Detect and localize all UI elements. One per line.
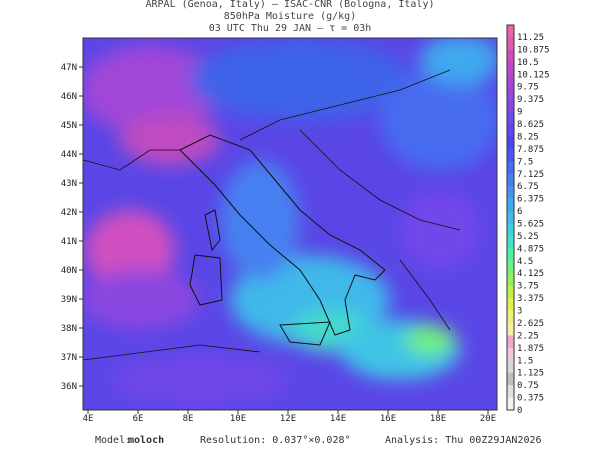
colorbar-label: 6 [517,207,522,217]
lon-label: 18E [430,414,446,424]
lon-label: 14E [330,414,346,424]
colorbar-bin [507,136,514,150]
colorbar-bin [507,148,514,162]
lat-label: 46N [61,92,77,102]
colorbar-label: 3.75 [517,282,539,292]
lat-label: 42N [61,208,77,218]
colorbar-bin [507,248,514,262]
colorbar-bin [507,347,514,361]
colorbar-bin [507,223,514,237]
colorbar-bin [507,385,514,399]
colorbar-bin [507,173,514,187]
analysis: Analysis: Thu 00Z29JAN2026 [385,435,542,446]
colorbar-bin [507,61,514,75]
colorbar-label: 10.875 [517,45,550,55]
colorbar-label: 1.125 [517,369,544,379]
colorbar-label: 4.125 [517,269,544,279]
colorbar-label: 9.75 [517,83,539,93]
colorbar-bin [507,273,514,287]
colorbar-label: 6.75 [517,182,539,192]
colorbar-frame [506,24,515,411]
model-name: moloch [128,435,164,446]
lat-label: 36N [61,382,77,392]
map-frame [82,37,498,411]
colorbar-label: 10.5 [517,58,539,68]
colorbar-bin [507,335,514,349]
colorbar-bin [507,198,514,212]
lon-label: 12E [280,414,296,424]
colorbar-label: 2.625 [517,319,544,329]
colorbar-label: 9 [517,108,522,118]
colorbar-label: 7.125 [517,170,544,180]
lon-label: 16E [380,414,396,424]
colorbar-bin [507,372,514,386]
colorbar-label: 11.25 [517,33,544,43]
colorbar-bin [507,124,514,137]
colorbar-label: 9.375 [517,95,544,105]
colorbar-bin [507,310,514,324]
colorbar-label: 0 [517,406,522,416]
colorbar-bin [507,161,514,175]
lat-label: 39N [61,295,77,305]
map-field [83,38,497,410]
lat-label: 45N [61,121,77,131]
colorbar-bin [507,298,514,312]
colorbar-label: 2.25 [517,331,539,341]
colorbar-bin [507,360,514,374]
colorbar-label: 0.375 [517,394,544,404]
colorbar-bin [507,285,514,299]
colorbar-bin [507,37,514,50]
colorbar-cap [507,25,514,37]
colorbar-bin [507,86,514,100]
colorbar-bin [507,211,514,224]
lat-label: 40N [61,266,77,276]
lon-label: 8E [183,414,194,424]
colorbar-bin [507,235,514,249]
colorbar-label: 4.875 [517,244,544,254]
colorbar-label: 7.5 [517,157,533,167]
colorbar-bin [507,111,514,125]
lon-label: 6E [133,414,144,424]
header-line3: 03 UTC Thu 29 JAN – τ = 03h [209,23,372,34]
lon-label: 20E [480,414,496,424]
colorbar-bin [507,397,514,411]
colorbar-bin [507,260,514,274]
colorbar: 11.25 10.875 10.5 10.125 9.75 9.375 9 8.625 8.25… [506,24,550,416]
colorbar-label: 7.875 [517,145,544,155]
colorbar-bin [507,99,514,113]
colorbar-label: 6.375 [517,195,544,205]
colorbar-label: 1.875 [517,344,544,354]
colorbar-bin [507,186,514,200]
colorbar-label: 8.25 [517,132,539,142]
lat-label: 41N [61,237,77,247]
colorbar-label: 8.625 [517,120,544,130]
header-line2: 850hPa Moisture (g/kg) [224,11,356,22]
colorbar-label: 1.5 [517,356,533,366]
colorbar-bin [507,49,514,63]
lon-label: 10E [230,414,246,424]
colorbar-label: 5.625 [517,220,544,230]
resolution: Resolution: 0.037°×0.028° [200,435,351,446]
colorbar-label: 4.5 [517,257,533,267]
lat-label: 43N [61,179,77,189]
lat-label: 44N [61,150,77,160]
model-label: Model: [95,435,131,446]
colorbar-label: 0.75 [517,381,539,391]
lat-label: 47N [61,63,77,73]
lon-axis: 4E 6E 8E 10E 12E 14E 16E 18E 20E [83,410,496,424]
colorbar-bin [507,322,514,336]
colorbar-label: 10.125 [517,70,550,80]
colorbar-bin [507,74,514,88]
colorbar-label: 3 [517,307,522,317]
colorbar-label: 5.25 [517,232,539,242]
lon-label: 4E [83,414,94,424]
lat-label: 38N [61,324,77,334]
lat-axis: 47N 46N 45N 44N 43N 42N 41N 40N 39N 38N 37N 36N [61,63,83,392]
lat-label: 37N [61,353,77,363]
colorbar-label: 3.375 [517,294,544,304]
header-line1: ARPAL (Genoa, Italy) – ISAC-CNR (Bologna… [146,0,435,10]
